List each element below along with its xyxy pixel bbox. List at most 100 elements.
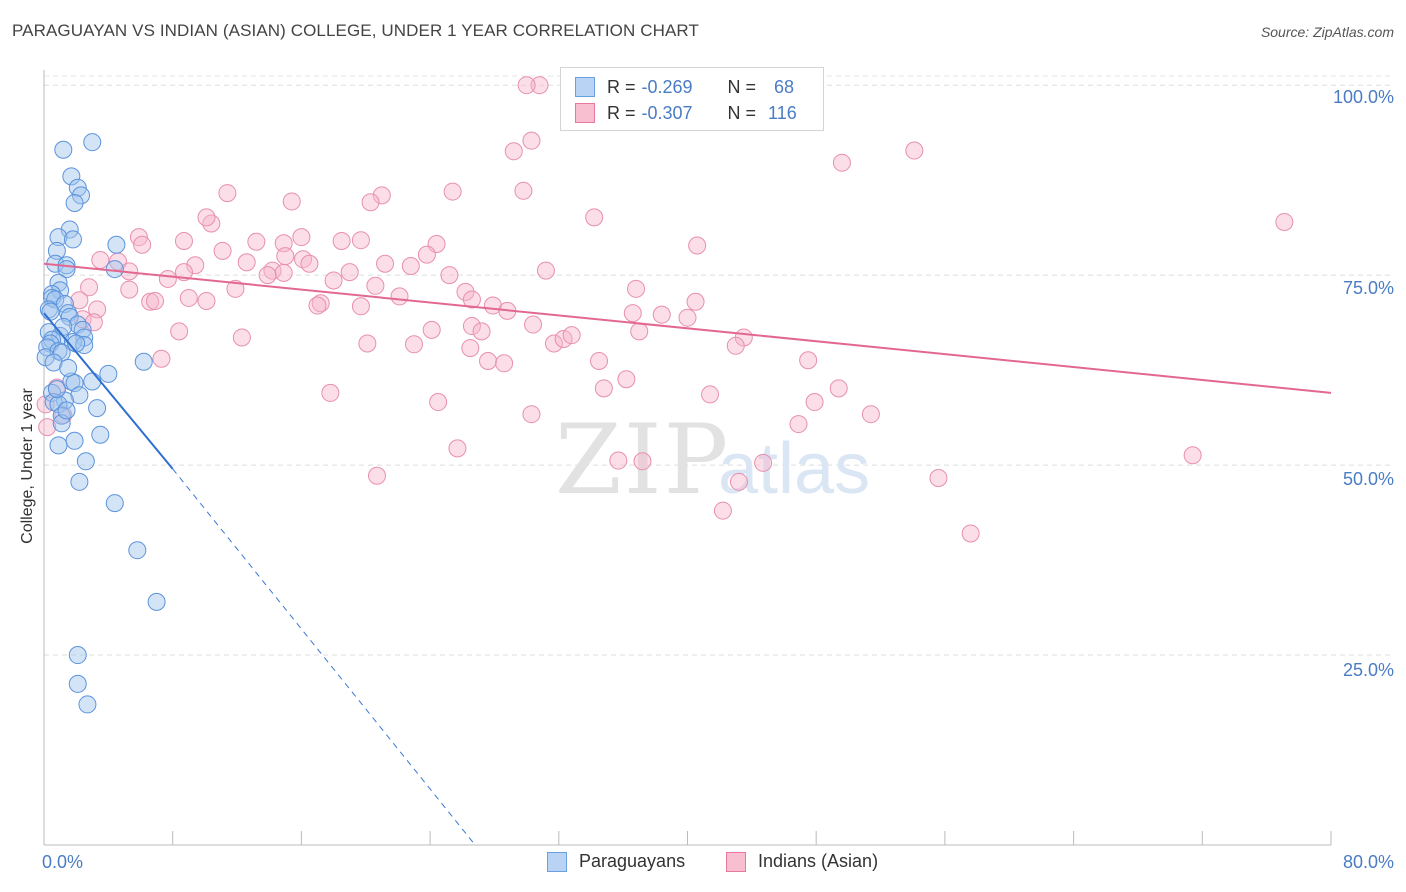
x-tick-label-max: 80.0% bbox=[1342, 852, 1394, 872]
indians-point bbox=[258, 266, 277, 285]
indians-point bbox=[282, 192, 301, 211]
indians-point bbox=[472, 322, 491, 341]
indians-point bbox=[443, 182, 462, 201]
indians-point bbox=[805, 393, 824, 412]
indians-point bbox=[1275, 212, 1294, 231]
indians-point bbox=[141, 292, 160, 311]
paraguayans-point bbox=[78, 695, 97, 714]
paraguayans-point bbox=[72, 186, 91, 205]
indians-point bbox=[232, 328, 251, 347]
bottom-legend-indians: Indians (Asian) bbox=[726, 851, 878, 872]
indians-point bbox=[38, 418, 57, 437]
indians-point bbox=[726, 336, 745, 355]
indians-point bbox=[237, 253, 256, 272]
indians-point bbox=[678, 308, 697, 327]
indians-point bbox=[530, 76, 549, 95]
y-tick-label: 50.0% bbox=[1342, 469, 1394, 489]
indians-point bbox=[300, 254, 319, 273]
indians-point bbox=[524, 315, 543, 334]
paraguayans-point bbox=[128, 541, 147, 560]
chart-title: PARAGUAYAN VS INDIAN (ASIAN) COLLEGE, UN… bbox=[12, 21, 699, 40]
paraguayans-point bbox=[107, 235, 126, 254]
legend-row-indians: R = -0.307 N = 116 bbox=[575, 101, 797, 125]
indians-point bbox=[197, 208, 216, 227]
legend-r-value: -0.307 bbox=[641, 102, 693, 123]
x-tick-label-min: 0.0% bbox=[42, 852, 84, 872]
indians-point bbox=[590, 352, 609, 371]
paraguayans-trendline bbox=[43, 312, 174, 470]
y-axis-label: College, Under 1 year bbox=[19, 388, 36, 544]
paraguayans-point bbox=[49, 436, 68, 455]
indians-point bbox=[186, 256, 205, 275]
indians-point bbox=[120, 280, 139, 299]
indians-point bbox=[713, 501, 732, 520]
legend-n-label: N = bbox=[727, 76, 757, 97]
legend-n-label: N = bbox=[727, 102, 757, 123]
paraguayans-point bbox=[63, 333, 82, 352]
paraguayans-point bbox=[47, 241, 66, 260]
source-credit: Source: ZipAtlas.com bbox=[1260, 24, 1394, 40]
paraguayans-point bbox=[91, 425, 110, 444]
indians-point bbox=[422, 320, 441, 339]
paraguayans-point bbox=[83, 372, 102, 391]
indians-point bbox=[594, 379, 613, 398]
paraguayans-point bbox=[105, 260, 124, 279]
indians-point bbox=[627, 279, 646, 298]
indians-trendline bbox=[43, 262, 1332, 394]
paraguayans-point bbox=[65, 193, 84, 212]
indians-point bbox=[308, 296, 327, 315]
indians-point bbox=[174, 231, 193, 250]
bottom-legend-paraguayans: Paraguayans bbox=[547, 851, 685, 872]
indians-point bbox=[361, 193, 380, 212]
indians-point bbox=[390, 287, 409, 306]
paraguayans-point bbox=[46, 290, 65, 309]
paraguayans-point bbox=[63, 230, 82, 249]
paraguayans-point bbox=[47, 380, 66, 399]
indians-point bbox=[544, 334, 563, 353]
paraguayans-point bbox=[65, 374, 84, 393]
indians-point bbox=[405, 335, 424, 354]
paraguayans-point bbox=[62, 167, 81, 186]
indians-point bbox=[652, 305, 671, 324]
paraguayans-point bbox=[54, 317, 73, 336]
indians-point bbox=[456, 282, 475, 301]
indians-point bbox=[522, 131, 541, 150]
paraguayans-point bbox=[59, 358, 78, 377]
paraguayans-point bbox=[88, 399, 107, 418]
indians-point bbox=[961, 524, 980, 543]
indians-point bbox=[1183, 446, 1202, 465]
indians-point bbox=[832, 153, 851, 172]
paraguayans-point bbox=[105, 494, 124, 513]
indians-point bbox=[358, 334, 377, 353]
legend-swatch-pink bbox=[575, 103, 595, 123]
indians-point bbox=[332, 231, 351, 250]
watermark: ZIP atlas bbox=[555, 404, 870, 516]
indians-point bbox=[688, 236, 707, 255]
paraguayans-point bbox=[57, 401, 76, 420]
y-tick-label: 75.0% bbox=[1342, 278, 1394, 298]
indians-point bbox=[158, 269, 177, 288]
indians-point bbox=[630, 322, 649, 341]
indians-point bbox=[401, 257, 420, 276]
indians-point bbox=[133, 235, 152, 254]
legend-row-paraguayans: R = -0.269 N = 68 bbox=[575, 75, 794, 99]
indians-point bbox=[274, 263, 293, 282]
indians-point bbox=[376, 254, 395, 273]
indians-point bbox=[218, 184, 237, 203]
series-paraguayans-points bbox=[36, 133, 166, 714]
indians-point bbox=[152, 349, 171, 368]
indians-point bbox=[351, 231, 370, 250]
stats-legend: R = -0.269 N = 68 R = -0.307 N = 116 bbox=[560, 67, 824, 131]
indians-point bbox=[372, 186, 391, 205]
paraguayans-point bbox=[62, 372, 81, 391]
paraguayans-trendline-extension bbox=[172, 468, 476, 846]
legend-n-value: 68 bbox=[774, 76, 795, 97]
indians-point bbox=[522, 405, 541, 424]
paraguayans-point bbox=[52, 406, 71, 425]
indians-point bbox=[292, 228, 311, 247]
indians-point bbox=[340, 263, 359, 282]
indians-point bbox=[479, 352, 498, 371]
indians-point bbox=[448, 439, 467, 458]
indians-point bbox=[754, 453, 773, 472]
